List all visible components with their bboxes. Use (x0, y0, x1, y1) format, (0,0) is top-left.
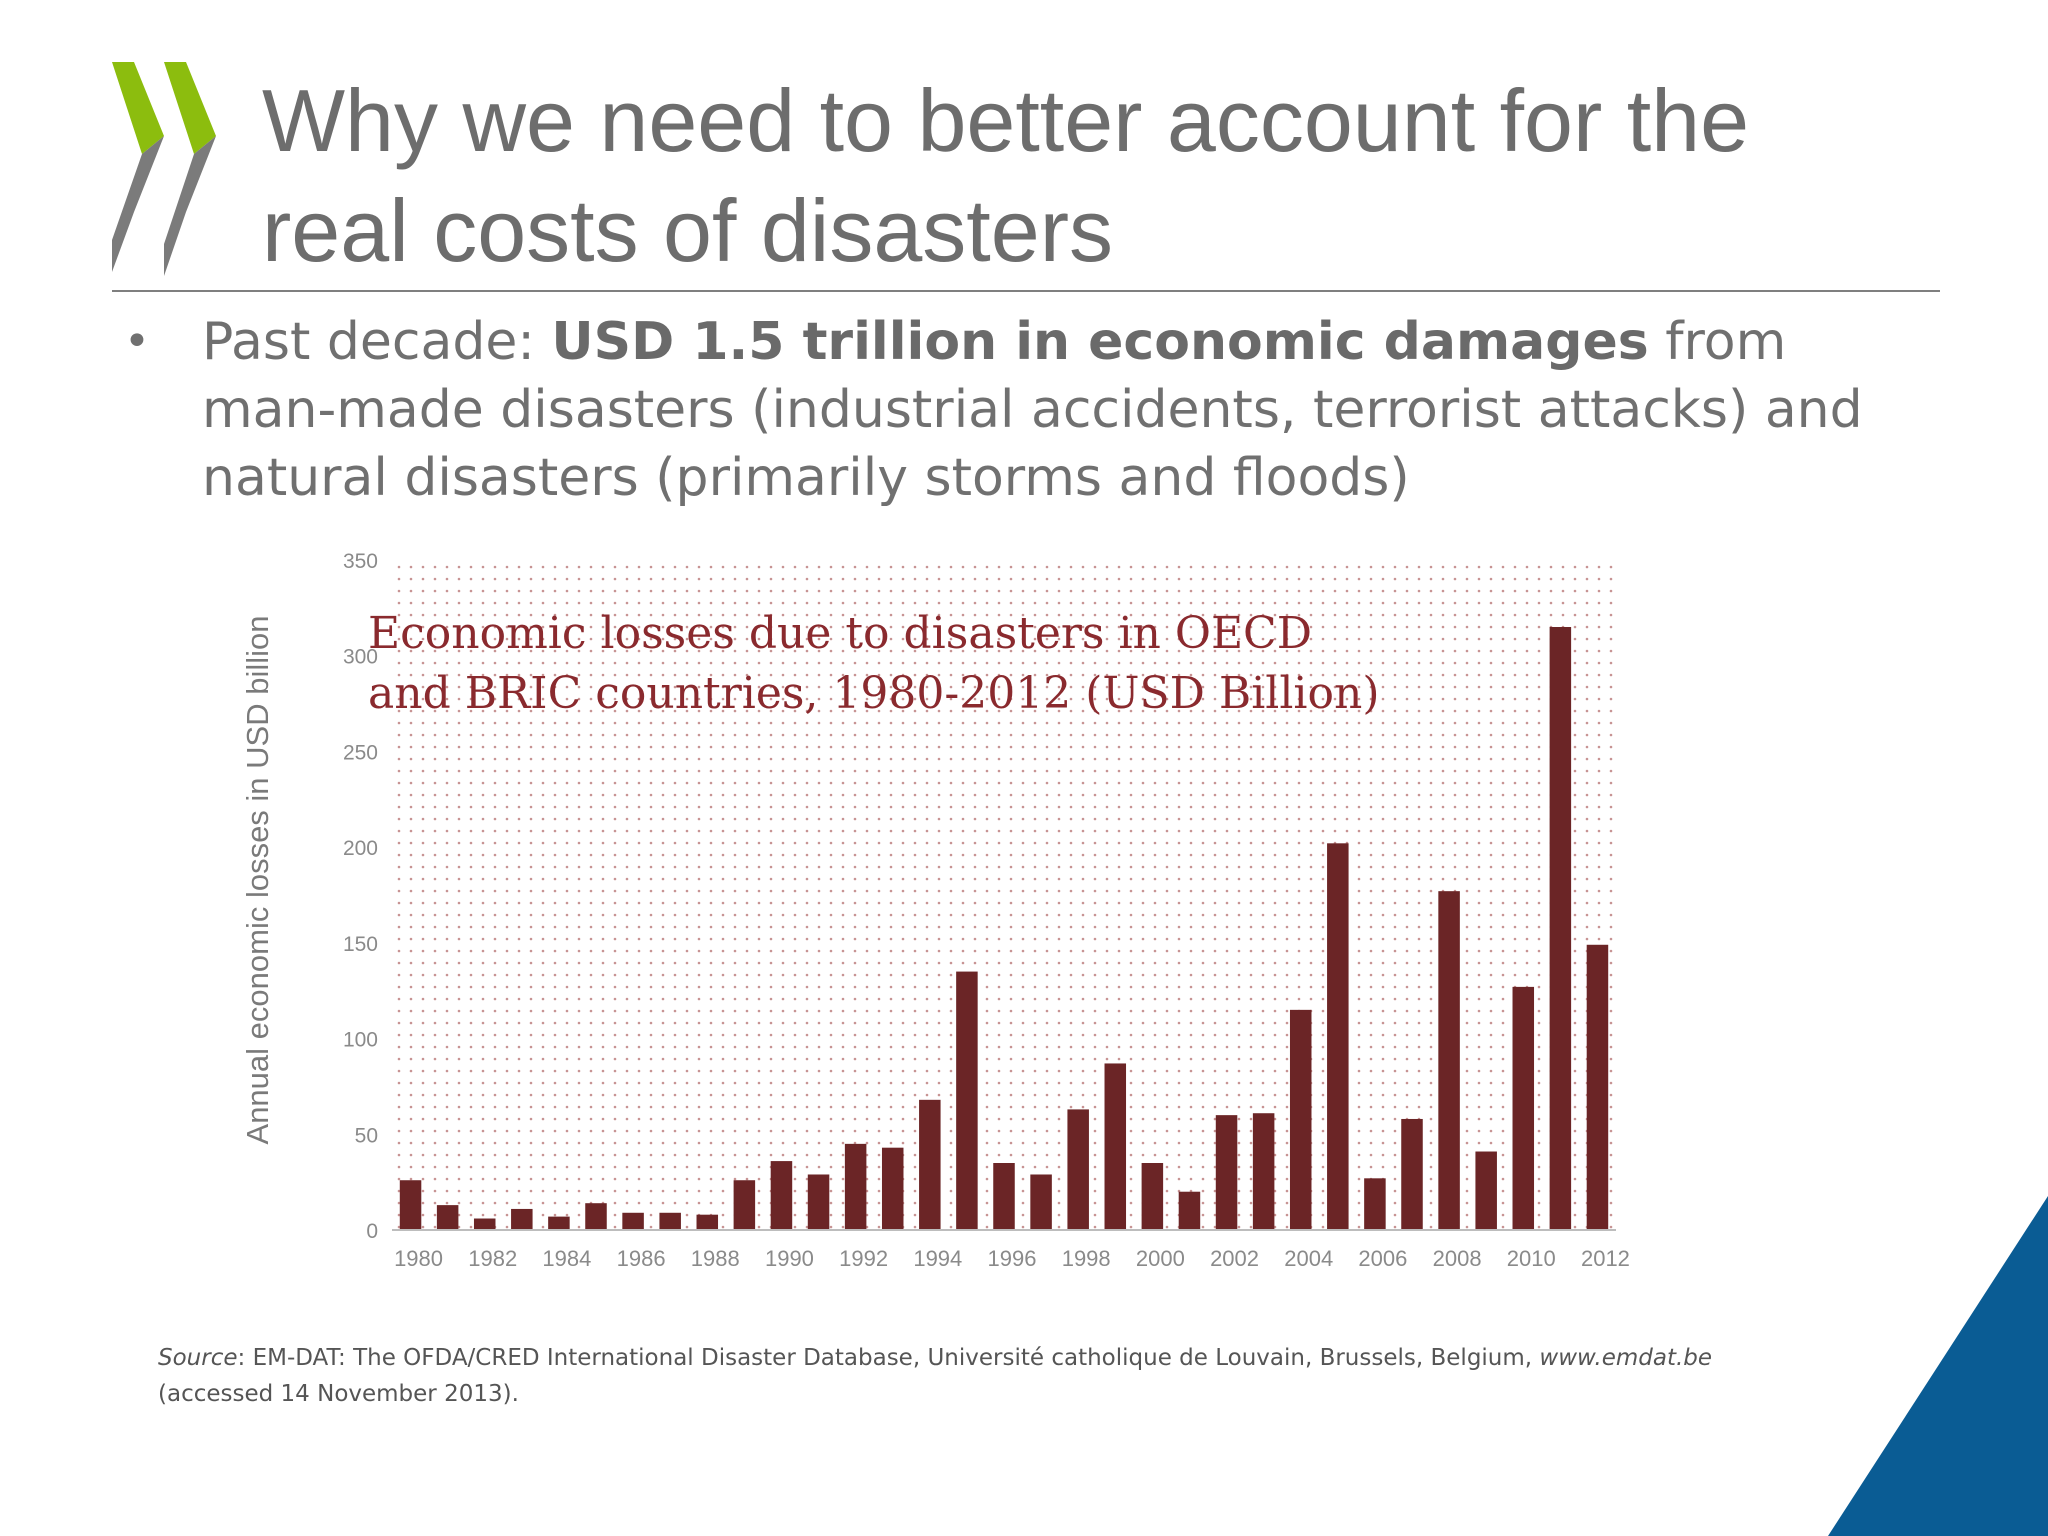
bar-1996 (993, 1163, 1015, 1230)
x-tick-label: 1990 (765, 1246, 814, 1271)
bar-1988 (696, 1214, 719, 1230)
bar-2004 (1289, 1009, 1312, 1230)
bullet-bold: USD 1.5 trillion in economic damages (551, 312, 1649, 372)
x-tick-label: 1992 (839, 1246, 888, 1271)
bar-2000 (1141, 1163, 1164, 1230)
bar-2005 (1327, 843, 1349, 1230)
bar-1994 (919, 1099, 941, 1230)
bar-1999 (1104, 1063, 1127, 1230)
bar-1981 (436, 1205, 459, 1230)
bar-2003 (1252, 1113, 1275, 1230)
x-tick-label: 2000 (1136, 1246, 1185, 1271)
source-link[interactable]: www.emdat.be (1539, 1345, 1713, 1371)
bar-2007 (1401, 1118, 1423, 1230)
bar-1992 (844, 1143, 867, 1230)
bar-2010 (1512, 986, 1535, 1230)
plot-area-dotted-background (392, 560, 1616, 1230)
bar-1997 (1030, 1174, 1052, 1230)
bar-1991 (807, 1174, 830, 1230)
logo-chevron-green-left (112, 62, 164, 154)
bar-1990 (770, 1161, 793, 1230)
x-tick-label: 2004 (1284, 1246, 1333, 1271)
bullet-text: Past decade: USD 1.5 trillion in economi… (202, 308, 1902, 512)
y-tick-label: 300 (343, 646, 378, 669)
y-tick-label: 150 (343, 933, 378, 956)
bullet-pre: Past decade: (202, 312, 552, 372)
bullet-post: from man-made disasters (industrial acci… (202, 312, 1863, 508)
bar-1989 (733, 1180, 756, 1230)
bar-1998 (1067, 1109, 1089, 1230)
title-line-2: real costs of disasters (262, 181, 1113, 280)
x-tick-label: 1986 (617, 1246, 666, 1271)
x-tick-label: 2012 (1581, 1246, 1630, 1271)
bar-1980 (399, 1180, 422, 1230)
y-tick-label: 100 (343, 1029, 378, 1052)
x-tick-label: 2008 (1433, 1246, 1482, 1271)
bar-1986 (622, 1212, 644, 1230)
y-tick-label: 250 (343, 741, 378, 764)
y-tick-label: 350 (343, 550, 378, 573)
logo-chevron-green-right (164, 62, 216, 154)
corner-triangle (1828, 1196, 2048, 1536)
y-axis-label: Annual economic losses in USD billion (240, 616, 275, 1145)
y-tick-label: 50 (355, 1124, 378, 1147)
bar-2006 (1364, 1178, 1386, 1230)
x-tick-label: 2010 (1507, 1246, 1556, 1271)
x-tick-label: 1988 (691, 1246, 740, 1271)
x-tick-label: 2002 (1210, 1246, 1259, 1271)
chart-title-line-2: and BRIC countries, 1980-2012 (USD Billi… (368, 668, 1379, 719)
x-tick-label: 1984 (542, 1246, 591, 1271)
chart-title-line-1: Economic losses due to disasters in OECD (368, 608, 1312, 659)
y-tick-label: 200 (343, 837, 378, 860)
source-note: Source: EM-DAT: The OFDA/CRED Internatio… (158, 1340, 1758, 1412)
title-line-1: Why we need to better account for the (262, 71, 1750, 170)
bar-1984 (548, 1216, 570, 1230)
corner-triangle-decoration (1828, 1196, 2048, 1536)
source-text: : EM-DAT: The OFDA/CRED International Di… (237, 1345, 1540, 1371)
bar-2012 (1586, 944, 1609, 1230)
bar-1983 (511, 1208, 533, 1230)
y-tick-label: 0 (366, 1220, 378, 1243)
x-tick-label: 1982 (468, 1246, 517, 1271)
bar-2008 (1438, 891, 1460, 1230)
losses-bar-chart: 0 50 100 150 200 250 300 350 1980 1982 1984 1986 19… (240, 550, 1630, 1271)
bar-2011 (1549, 627, 1572, 1230)
bar-1995 (956, 971, 978, 1230)
source-label: Source (158, 1345, 238, 1371)
bar-1993 (881, 1147, 904, 1230)
x-tick-label: 1998 (1062, 1246, 1111, 1271)
source-tail: (accessed 14 November 2013). (158, 1381, 519, 1407)
x-tick-label: 1996 (988, 1246, 1037, 1271)
oecd-logo-icon (112, 62, 216, 276)
x-tick-label: 1980 (394, 1246, 443, 1271)
bar-2001 (1178, 1191, 1201, 1230)
page-title: Why we need to better account for the re… (262, 66, 1962, 286)
x-tick-label: 1994 (913, 1246, 962, 1271)
bar-1985 (585, 1203, 607, 1230)
x-tick-label: 2006 (1358, 1246, 1407, 1271)
bar-2002 (1215, 1115, 1238, 1230)
bullet-icon: • (124, 316, 150, 367)
bar-1982 (473, 1218, 496, 1230)
bar-1987 (659, 1212, 681, 1230)
title-divider (112, 290, 1940, 292)
bar-2009 (1475, 1151, 1497, 1230)
